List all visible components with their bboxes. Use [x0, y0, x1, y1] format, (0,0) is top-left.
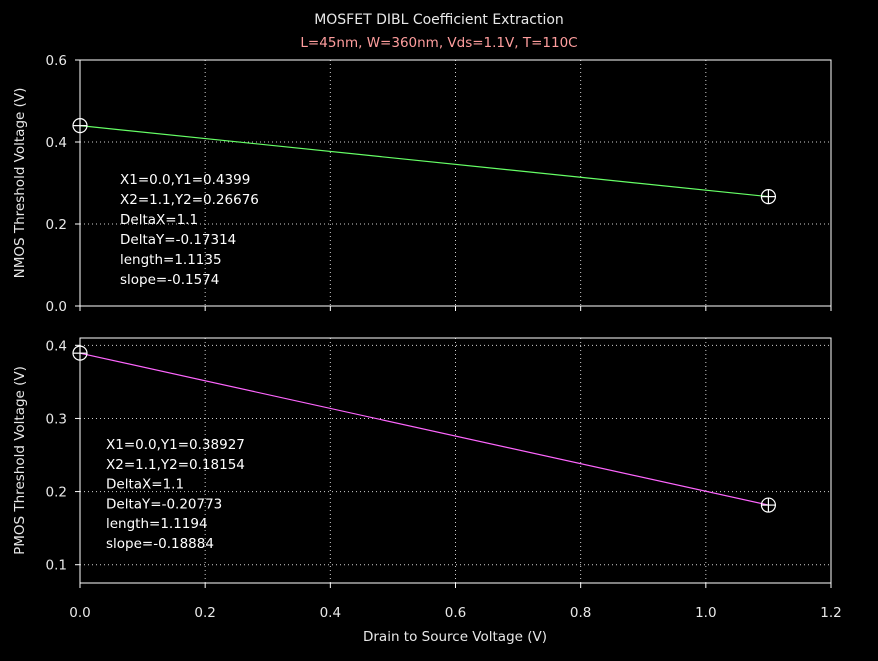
chart-subtitle: L=45nm, W=360nm, Vds=1.1V, T=110C — [300, 35, 577, 51]
nmos-panel: 0.0 0.2 0.4 0.6 NMOS Threshold Voltage (V) X1… — [12, 53, 832, 315]
pmos-x-tick-label-1: 0.2 — [194, 605, 215, 621]
nmos-annotation-line-2: X2=1.1,Y2=0.26676 — [120, 192, 259, 208]
pmos-x-tick-label-0: 0.0 — [69, 605, 90, 621]
pmos-y-tick-label-3: 0.4 — [46, 338, 67, 354]
nmos-y-tick-label-3: 0.6 — [46, 53, 67, 69]
nmos-annotation-line-6: slope=-0.1574 — [120, 272, 219, 288]
pmos-y-tick-label-2: 0.3 — [46, 411, 67, 427]
pmos-annotation-line-1: X1=0.0,Y1=0.38927 — [106, 437, 245, 453]
pmos-y-axis-title: PMOS Threshold Voltage (V) — [12, 366, 28, 555]
pmos-x-tick-label-6: 1.2 — [820, 605, 841, 621]
x-axis-title: Drain to Source Voltage (V) — [363, 629, 547, 645]
nmos-annotation-line-1: X1=0.0,Y1=0.4399 — [120, 172, 250, 188]
pmos-panel: 0.1 0.2 0.3 0.4 0.0 0.2 0.4 0.6 0.8 1.0 1.2 PMOS Th… — [12, 337, 842, 621]
nmos-point-2-marker — [760, 189, 777, 205]
nmos-annotation-line-4: DeltaY=-0.17314 — [120, 232, 236, 248]
pmos-x-tick-label-5: 1.0 — [695, 605, 716, 621]
pmos-annotation-line-4: DeltaY=-0.20773 — [106, 496, 222, 512]
pmos-x-tick-label-3: 0.6 — [445, 605, 466, 621]
pmos-annotation-line-5: length=1.1194 — [106, 516, 208, 532]
nmos-y-tick-label-1: 0.2 — [46, 217, 67, 233]
pmos-y-tick-label-0: 0.1 — [46, 558, 67, 574]
pmos-annotation-line-3: DeltaX=1.1 — [106, 477, 184, 493]
pmos-annotation-line-6: slope=-0.18884 — [106, 536, 214, 552]
nmos-y-axis-title: NMOS Threshold Voltage (V) — [12, 88, 28, 279]
nmos-series-line — [79, 125, 769, 198]
pmos-x-tick-label-2: 0.4 — [320, 605, 341, 621]
nmos-annotation-line-5: length=1.1135 — [120, 252, 222, 268]
nmos-annotation-line-3: DeltaX=1.1 — [120, 212, 198, 228]
pmos-series-line — [79, 352, 769, 506]
nmos-plot-frame — [79, 59, 832, 307]
nmos-point-1-marker — [72, 118, 88, 134]
chart-title: MOSFET DIBL Coefficient Extraction — [314, 12, 564, 28]
pmos-x-tick-label-4: 0.8 — [570, 605, 591, 621]
nmos-y-tick-label-0: 0.0 — [46, 299, 67, 315]
pmos-annotation-line-2: X2=1.1,Y2=0.18154 — [106, 457, 245, 473]
pmos-point-1-marker — [72, 345, 88, 361]
pmos-plot-frame — [79, 337, 832, 584]
nmos-y-tick-label-2: 0.4 — [46, 135, 67, 151]
pmos-point-2-marker — [760, 497, 777, 513]
pmos-y-tick-label-1: 0.2 — [46, 485, 67, 501]
